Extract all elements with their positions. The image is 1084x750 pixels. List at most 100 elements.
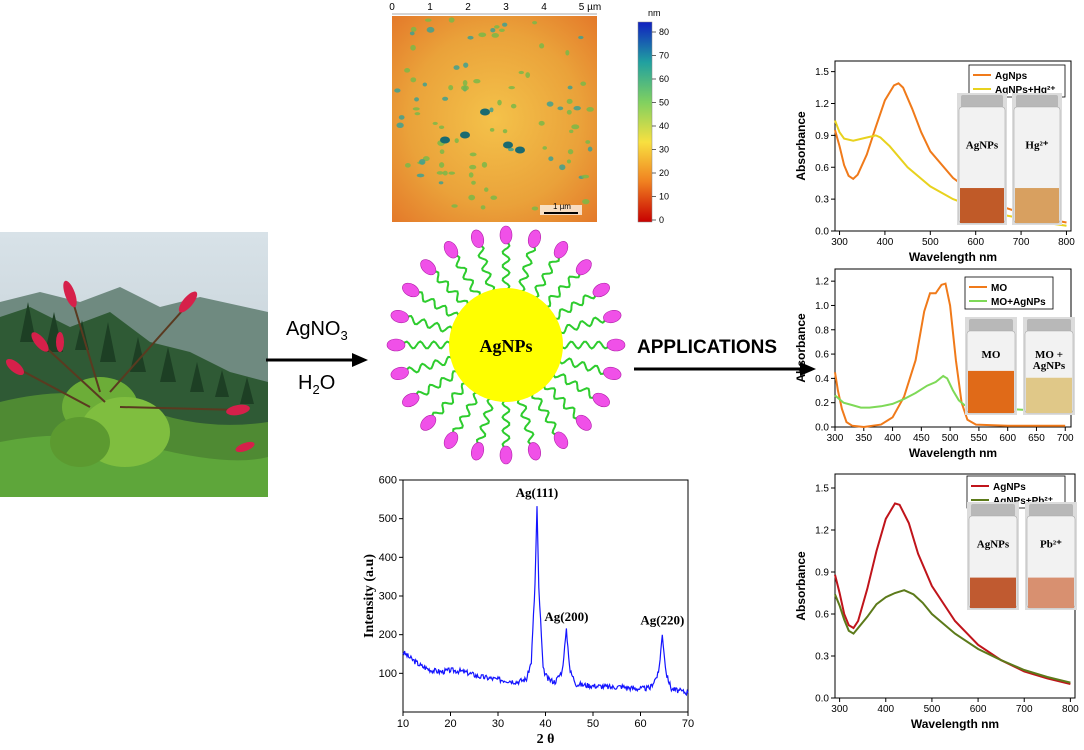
afm-x-tick: 0 bbox=[389, 2, 395, 13]
y-tick-label: 0.0 bbox=[815, 694, 829, 705]
afm-particle bbox=[410, 44, 416, 51]
afm-scalebar-label: 1 µm bbox=[553, 202, 571, 211]
x-tick-label: 700 bbox=[1057, 433, 1074, 444]
ligand-tail bbox=[558, 357, 607, 376]
afm-particle bbox=[463, 62, 469, 68]
ligand-head bbox=[553, 241, 569, 259]
afm-particle bbox=[587, 146, 593, 152]
vial-label: Pb²⁺ bbox=[1040, 538, 1062, 550]
afm-particle bbox=[502, 129, 508, 134]
afm-particle bbox=[510, 103, 517, 109]
series-line bbox=[834, 374, 1066, 414]
legend-label: AgNps bbox=[995, 71, 1028, 82]
x-tick-label: 300 bbox=[831, 237, 848, 248]
afm-particle bbox=[585, 140, 591, 144]
x-tick-label: 600 bbox=[967, 237, 984, 248]
ligand-head bbox=[527, 229, 542, 248]
ligand-tail bbox=[405, 355, 454, 374]
ligand-head bbox=[553, 431, 569, 449]
y-tick-label: 0.6 bbox=[815, 610, 829, 621]
afm-particle bbox=[489, 128, 495, 132]
afm-particle bbox=[412, 107, 420, 111]
afm-particle bbox=[442, 96, 449, 101]
afm-particle bbox=[416, 173, 425, 178]
x-tick-label: 500 bbox=[942, 433, 959, 444]
y-tick-label: 100 bbox=[379, 668, 397, 680]
afm-colorbar-tick: 80 bbox=[659, 27, 669, 37]
afm-particle bbox=[502, 22, 508, 27]
afm-particle bbox=[410, 77, 417, 83]
afm-particle bbox=[448, 85, 454, 91]
afm-particle bbox=[580, 81, 587, 86]
afm-particle bbox=[497, 99, 502, 106]
x-tick-label: 700 bbox=[1013, 237, 1030, 248]
afm-particle bbox=[539, 43, 545, 49]
xrd-plot: 10 20 30 40 50 60 70 100 200 300 400 500 600 2 θ Inten… bbox=[362, 475, 694, 748]
afm-particle bbox=[490, 195, 498, 200]
afm-particle bbox=[542, 146, 548, 150]
afm-particle bbox=[582, 199, 590, 205]
x-tick-label: 300 bbox=[831, 704, 848, 715]
afm-particle bbox=[548, 156, 554, 162]
afm-particle bbox=[581, 174, 590, 179]
afm-particle bbox=[410, 26, 417, 32]
ligand-head bbox=[575, 259, 592, 276]
ligand-head bbox=[420, 259, 437, 276]
y-tick-label: 1.0 bbox=[815, 301, 829, 312]
x-axis-label: Wavelength nm bbox=[909, 250, 997, 264]
afm-particle bbox=[448, 171, 456, 175]
ligand-tail bbox=[402, 340, 452, 350]
afm-particle bbox=[571, 124, 580, 130]
afm-particle bbox=[491, 33, 500, 38]
afm-particle bbox=[469, 152, 477, 157]
afm-particle bbox=[566, 98, 573, 105]
x-tick-label: 450 bbox=[913, 433, 930, 444]
y-tick-label: 0.9 bbox=[815, 568, 829, 579]
vial-label: MO + bbox=[1035, 349, 1063, 361]
afm-particle bbox=[414, 97, 419, 102]
afm-particle bbox=[439, 162, 445, 168]
series-line bbox=[402, 506, 689, 697]
afm-x-tick: 4 bbox=[541, 2, 547, 13]
x-tick-label: 400 bbox=[877, 704, 894, 715]
vial-label: AgNPs bbox=[1033, 360, 1066, 372]
afm-particle bbox=[419, 158, 426, 165]
ligand-head bbox=[575, 414, 592, 431]
afm-particle bbox=[453, 65, 460, 70]
afm-particle bbox=[404, 68, 411, 73]
vial-liquid bbox=[960, 188, 1004, 223]
afm-particle bbox=[422, 156, 430, 162]
uv-hg-plot: 300 400 500 600 700 800 0.0 0.3 0.6 0.9 1.2 1.5 Wave… bbox=[794, 60, 1075, 264]
afm-surface bbox=[392, 16, 597, 222]
x-tick-label: 600 bbox=[999, 433, 1016, 444]
afm-particle bbox=[525, 72, 531, 79]
y-tick-label: 500 bbox=[379, 513, 397, 525]
y-tick-label: 200 bbox=[379, 629, 397, 641]
y-tick-label: 0.9 bbox=[815, 131, 829, 142]
ligand-tail bbox=[558, 316, 607, 335]
ligand-head bbox=[527, 442, 542, 461]
y-tick-label: 1.2 bbox=[815, 277, 829, 288]
nanoparticle-label: AgNPs bbox=[480, 336, 533, 356]
y-tick-label: 0.2 bbox=[815, 398, 829, 409]
y-tick-label: 1.2 bbox=[815, 526, 829, 537]
y-tick-label: 1.5 bbox=[815, 484, 829, 495]
peak-annotation: Ag(200) bbox=[544, 609, 588, 624]
y-tick-label: 600 bbox=[379, 475, 397, 487]
legend-label: AgNPs+Hg²⁺ bbox=[995, 85, 1056, 96]
y-tick-label: 400 bbox=[379, 552, 397, 564]
ligand-head bbox=[390, 366, 409, 381]
ligand-head bbox=[443, 431, 459, 449]
afm-particle bbox=[518, 70, 524, 75]
vial-liquid bbox=[968, 370, 1014, 413]
afm-particle bbox=[573, 106, 581, 111]
ligand-head bbox=[402, 392, 420, 408]
ligand-tail bbox=[544, 272, 581, 308]
x-tick-label: 800 bbox=[1062, 704, 1079, 715]
afm-particle bbox=[468, 172, 474, 178]
ligand-tail bbox=[416, 291, 460, 318]
y-axis-label: Absorbance bbox=[795, 111, 808, 181]
afm-particle bbox=[559, 164, 566, 171]
uv-chart-hg: 300 400 500 600 700 800 0.0 0.3 0.6 0.9 1.2 1.5 Wave… bbox=[794, 55, 1084, 265]
y-axis-label: Absorbance bbox=[795, 551, 808, 621]
